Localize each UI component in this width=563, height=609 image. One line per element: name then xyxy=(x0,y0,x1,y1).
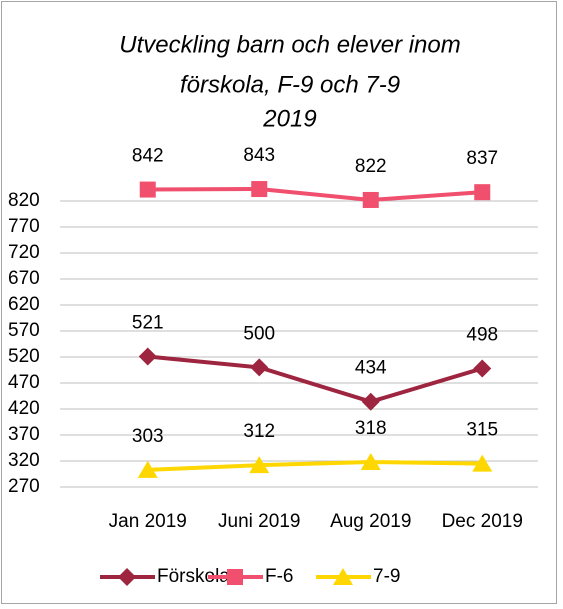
legend-marker xyxy=(227,569,243,585)
y-tick-label: 620 xyxy=(8,294,40,315)
y-tick-label: 670 xyxy=(8,268,40,289)
data-label: 842 xyxy=(132,146,164,167)
data-point xyxy=(251,181,268,198)
data-point xyxy=(362,191,379,208)
legend-marker xyxy=(118,568,136,586)
y-tick-label: 520 xyxy=(8,346,40,367)
data-point xyxy=(137,460,158,478)
data-label: 521 xyxy=(132,312,164,333)
data-label: 822 xyxy=(355,156,387,177)
data-point xyxy=(360,453,381,471)
data-point xyxy=(472,454,493,472)
data-label: 312 xyxy=(243,421,275,442)
x-tick-label: Dec 2019 xyxy=(442,511,523,532)
y-tick-label: 820 xyxy=(8,190,40,211)
legend-label: F-6 xyxy=(265,566,294,587)
series-line xyxy=(147,460,483,472)
legend-label: Förskola xyxy=(157,566,230,587)
data-label: 843 xyxy=(243,145,275,166)
data-label: 500 xyxy=(243,323,275,344)
data-point xyxy=(250,358,269,377)
chart-frame xyxy=(1,1,557,604)
y-tick-label: 420 xyxy=(8,398,40,419)
data-point xyxy=(473,359,492,378)
y-tick-label: 720 xyxy=(8,242,40,263)
x-tick-label: Jan 2019 xyxy=(109,511,187,532)
y-tick-label: 570 xyxy=(8,320,40,341)
x-tick-label: Aug 2019 xyxy=(330,511,411,532)
data-label: 315 xyxy=(466,420,498,441)
data-point xyxy=(139,181,156,198)
legend-label: 7-9 xyxy=(373,566,400,587)
series-line xyxy=(147,187,483,202)
data-point xyxy=(361,392,380,411)
series-line xyxy=(147,354,483,404)
y-tick-label: 320 xyxy=(8,450,40,471)
data-point xyxy=(138,347,157,366)
legend-marker xyxy=(333,568,353,585)
chart-title: 2019 xyxy=(262,105,316,132)
y-tick-label: 770 xyxy=(8,216,40,237)
data-point xyxy=(474,184,491,201)
data-label: 837 xyxy=(466,148,498,169)
chart-title: förskola, F-9 och 7-9 xyxy=(180,71,400,98)
y-tick-label: 470 xyxy=(8,372,40,393)
data-label: 303 xyxy=(132,426,164,447)
chart-title: Utveckling barn och elever inom xyxy=(119,31,461,58)
data-label: 498 xyxy=(466,324,498,345)
x-tick-label: Juni 2019 xyxy=(218,511,300,532)
data-label: 318 xyxy=(355,418,387,439)
y-tick-label: 270 xyxy=(8,476,40,497)
data-label: 434 xyxy=(355,358,387,379)
y-tick-label: 370 xyxy=(8,424,40,445)
data-point xyxy=(249,456,270,474)
